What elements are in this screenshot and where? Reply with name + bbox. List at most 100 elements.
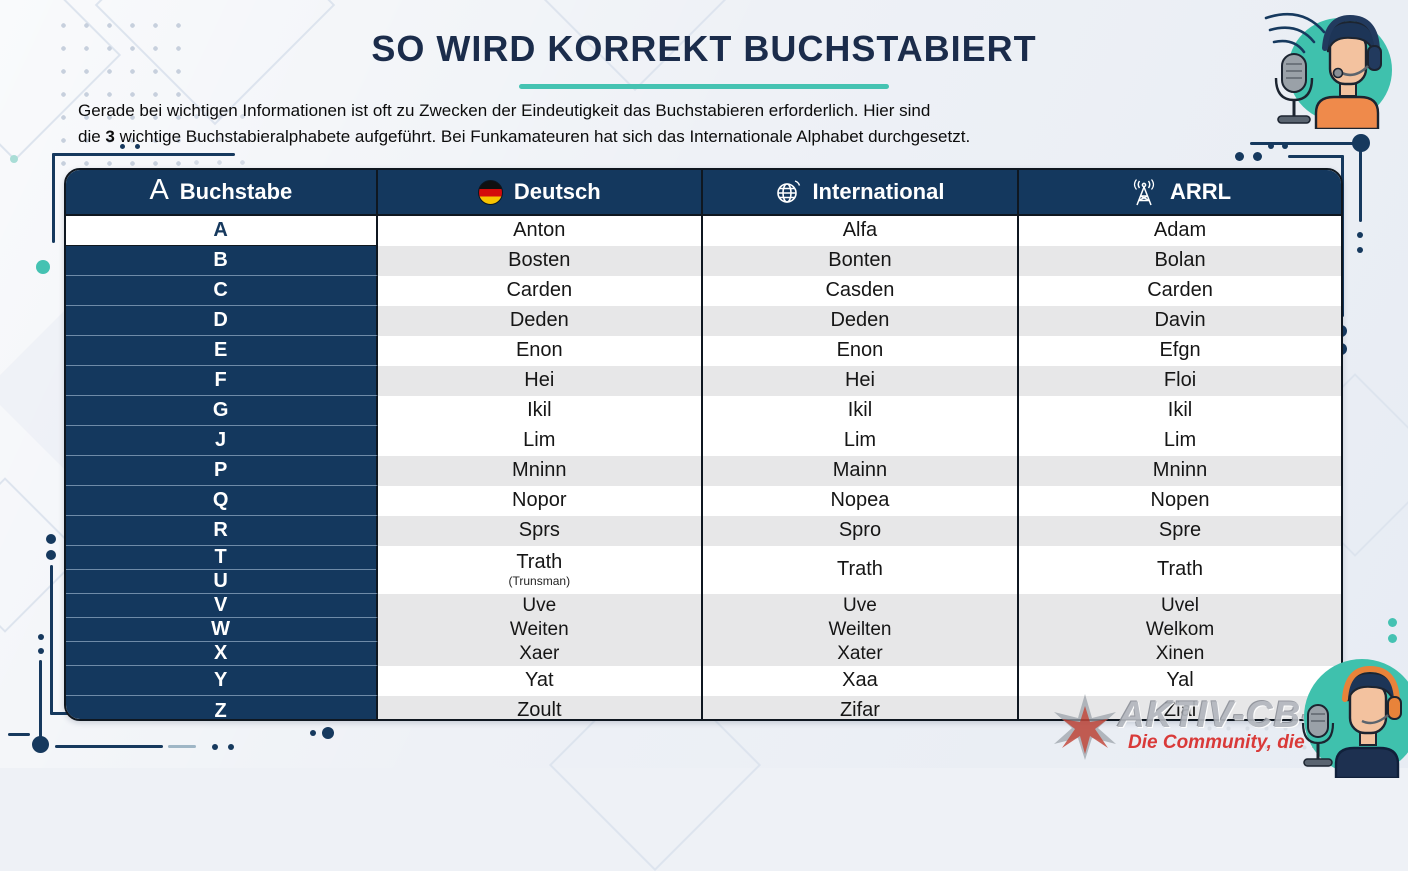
column-header-buchstabe: A Buchstabe (66, 170, 378, 214)
letter-cell: W (66, 618, 378, 642)
arrl-cell: Lim (1019, 426, 1341, 456)
deutsch-value: Carden (506, 279, 573, 302)
radio-operator-illustration-bottom (1301, 659, 1408, 778)
table-row: F Hei Hei Floi (66, 366, 1341, 396)
table-row: Q Nopor Nopea Nopen (66, 486, 1341, 516)
table-row: C Carden Casden Carden (66, 276, 1341, 306)
microphone-icon (1301, 704, 1335, 767)
deutsch-value: Nopor (512, 489, 567, 512)
international-cell: Uve (702, 594, 1020, 618)
decor-dot (32, 736, 49, 753)
subtitle-line-2-text: wichtige Buchstabieralphabete aufgeführt… (114, 127, 971, 147)
international-cell: Lim (702, 426, 1020, 456)
international-value: Enon (836, 339, 884, 362)
international-value: Xaa (842, 669, 878, 692)
deutsch-value: Anton (513, 219, 566, 242)
phonetic-table: A Buchstabe Deutsch International (64, 168, 1343, 721)
letter-cell: F (66, 366, 378, 396)
arrl-value: Yal (1166, 669, 1194, 692)
microphone-icon (1274, 53, 1314, 124)
letter-cell: J (66, 426, 378, 456)
decor-dot (322, 727, 334, 739)
international-cell: Nopea (702, 486, 1020, 516)
subtitle-line-2-text: die (78, 127, 106, 147)
arrl-value: Carden (1147, 279, 1213, 302)
arrl-value: Floi (1163, 369, 1197, 392)
international-value: Ikil (847, 399, 873, 422)
deutsch-value: Zoult (517, 699, 562, 721)
operator-person (1314, 14, 1382, 129)
arrl-cell: Trath (1019, 546, 1341, 594)
letter-label: C (213, 279, 229, 301)
table-row: R Sprs Spro Spre (66, 516, 1341, 546)
letter-cell: A (66, 216, 378, 246)
decor-trace (1359, 150, 1362, 222)
arrl-cell: Welkom (1019, 618, 1341, 642)
international-value: Trath (836, 558, 883, 581)
international-value: Bonten (828, 249, 892, 272)
radio-operator-illustration-top (1264, 12, 1392, 129)
deutsch-cell: Deden (377, 306, 703, 336)
arrl-value: Davin (1154, 309, 1206, 332)
international-cell: Spro (702, 516, 1020, 546)
arrl-value: Adam (1153, 219, 1207, 242)
letter-label: Q (212, 489, 229, 511)
arrl-value: Bolan (1154, 249, 1206, 272)
column-header-deutsch: Deutsch (378, 170, 703, 214)
title-underline (519, 84, 889, 89)
table-row: Y Yat Xaa Yal (66, 666, 1341, 696)
letter-cell: X (66, 642, 378, 666)
arrl-cell: Carden (1019, 276, 1341, 306)
table-row: B Bosten Bonten Bolan (66, 246, 1341, 276)
letter-label: F (214, 369, 228, 391)
brand-star-logo (1054, 694, 1116, 760)
deutsch-value: Trath (516, 551, 563, 574)
letter-label: E (213, 339, 228, 361)
international-cell: Deden (702, 306, 1020, 336)
letter-cell: Q (66, 486, 378, 516)
letter-a-icon: A (149, 174, 169, 206)
deutsch-value: Weiten (509, 618, 569, 640)
letter-label: W (211, 618, 231, 640)
arrl-cell: Adam (1019, 216, 1341, 246)
german-flag-icon (477, 179, 503, 205)
letter-cell: R (66, 516, 378, 546)
arrl-value: Welkom (1145, 618, 1215, 640)
decor-trace (52, 153, 235, 156)
international-cell: Mainn (702, 456, 1020, 486)
deutsch-cell: Mninn (377, 456, 703, 486)
letter-cell: D (66, 306, 378, 336)
table-row: W Weiten Weilten Welkom (66, 618, 1341, 642)
decor-dot (1268, 143, 1274, 149)
arrl-value: Ikil (1167, 399, 1193, 422)
arrl-value: Zial (1163, 699, 1197, 721)
decor-dot (46, 550, 56, 560)
international-cell: Ikil (702, 396, 1020, 426)
arrl-value: Lim (1163, 429, 1197, 452)
international-value: Lim (843, 429, 877, 452)
decor-dot (1253, 152, 1262, 161)
decor-dot (120, 144, 125, 149)
decor-teal-dot (1388, 634, 1397, 643)
deutsch-value: Bosten (508, 249, 571, 272)
international-cell: Bonten (702, 246, 1020, 276)
table-row: Z Zoult Zifar Zial (66, 696, 1341, 721)
letter-label: G (212, 399, 229, 421)
international-cell: Alfa (702, 216, 1020, 246)
deutsch-value: Enon (515, 339, 563, 362)
deutsch-cell: Hei (377, 366, 703, 396)
international-value: Casden (825, 279, 895, 302)
letter-label: T (214, 546, 228, 568)
deutsch-value: Uve (522, 594, 557, 616)
arrl-cell: Xinen (1019, 642, 1341, 666)
deutsch-note: (Trunsman) (508, 573, 571, 588)
letter-cell: G (66, 396, 378, 426)
decor-dot (1352, 134, 1370, 152)
decor-dot (212, 744, 218, 750)
globe-icon (775, 179, 801, 205)
deutsch-cell: Bosten (377, 246, 703, 276)
arrl-cell: Nopen (1019, 486, 1341, 516)
international-cell: Weilten (702, 618, 1020, 642)
letter-cell: C (66, 276, 378, 306)
